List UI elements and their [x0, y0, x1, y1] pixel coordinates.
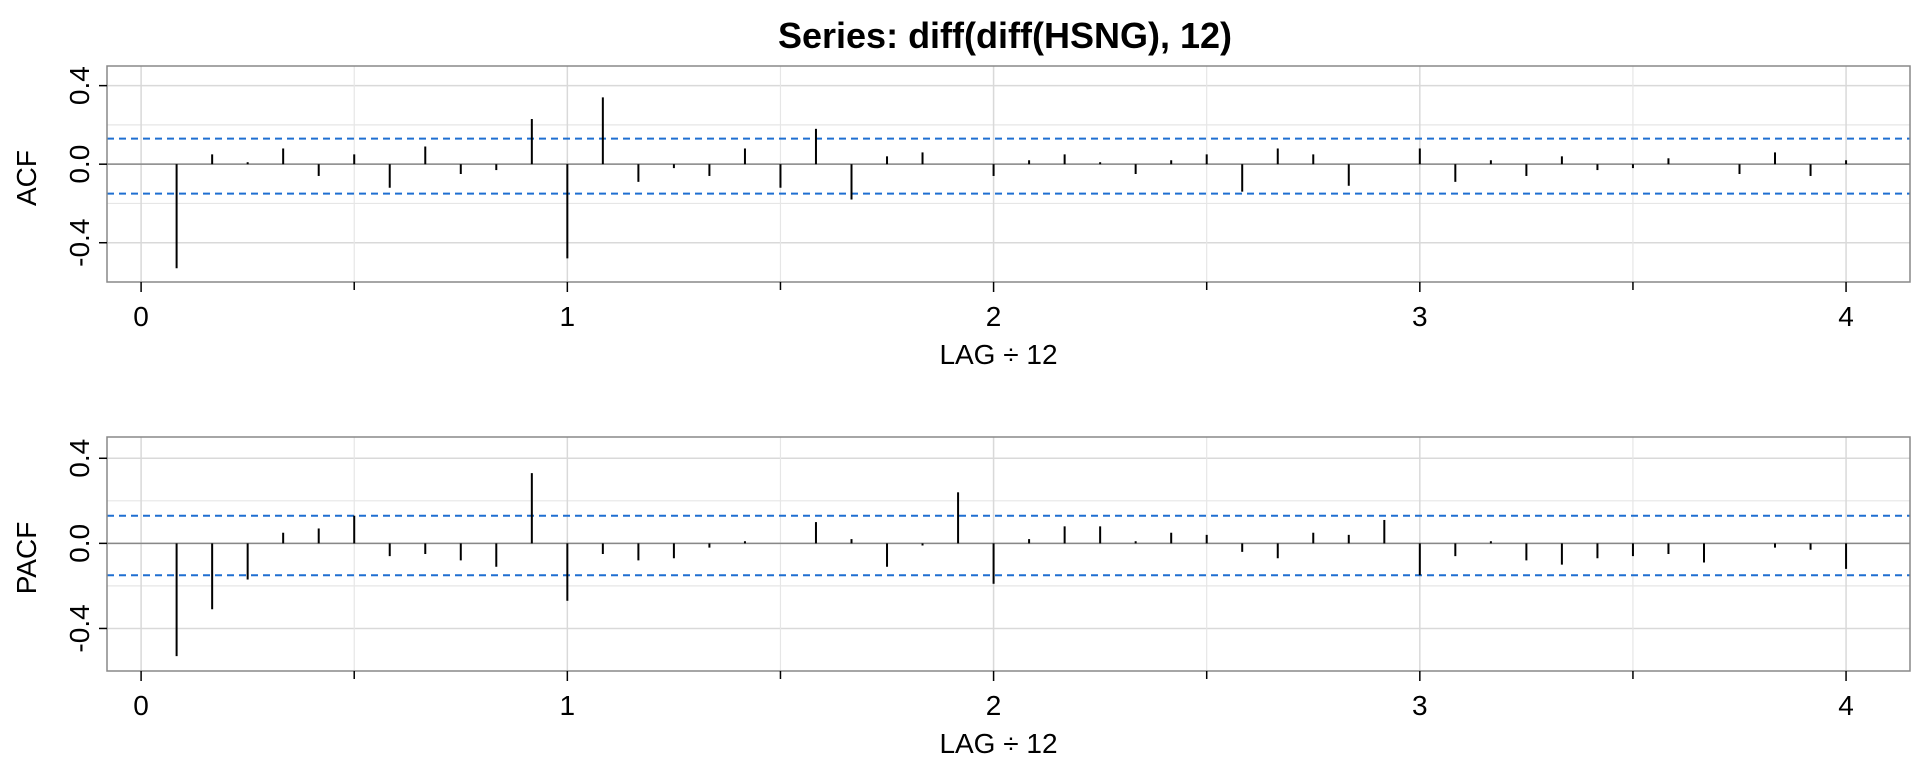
x-axis-label: LAG ÷ 12: [939, 728, 1057, 759]
y-tick-label: 0.4: [64, 66, 95, 105]
y-axis-label: PACF: [11, 522, 42, 595]
x-tick-label: 4: [1838, 301, 1854, 332]
x-tick-label: 1: [560, 301, 576, 332]
y-tick-label: 0.0: [64, 524, 95, 563]
x-tick-label: 1: [560, 690, 576, 721]
y-axis-label: ACF: [11, 150, 42, 206]
x-tick-label: 3: [1412, 690, 1428, 721]
acf-panel: -0.4 0.0 0.4 0 1 2 3 4 LAG ÷ 12 ACF: [11, 65, 1911, 370]
x-tick-label: 2: [986, 301, 1002, 332]
x-axis-label: LAG ÷ 12: [939, 339, 1057, 370]
y-tick-label: -0.4: [64, 219, 95, 267]
chart-title: Series: diff(diff(HSNG), 12): [778, 15, 1232, 56]
plot-frame: [106, 436, 1911, 672]
plot-frame: [106, 65, 1911, 283]
x-tick-label: 0: [133, 690, 149, 721]
x-tick-label: 4: [1838, 690, 1854, 721]
y-tick-label: -0.4: [64, 604, 95, 652]
pacf-panel: -0.4 0.0 0.4 0 1 2 3 4 LAG ÷ 12 PACF: [11, 436, 1911, 759]
x-tick-label: 3: [1412, 301, 1428, 332]
y-tick-label: 0.4: [64, 439, 95, 478]
x-tick-label: 0: [133, 301, 149, 332]
y-tick-label: 0.0: [64, 145, 95, 184]
x-tick-label: 2: [986, 690, 1002, 721]
